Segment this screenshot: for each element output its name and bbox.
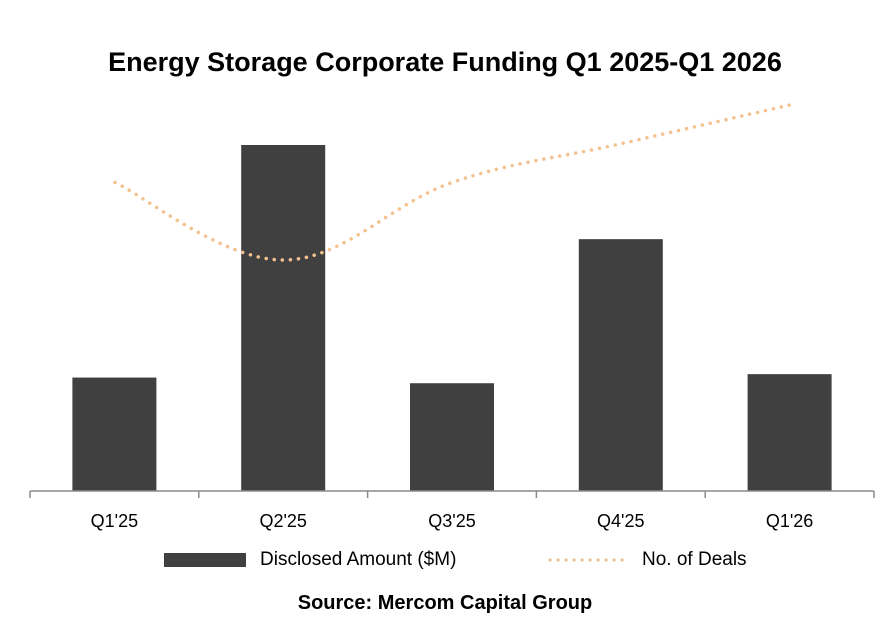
legend-swatch-bar: [164, 553, 246, 567]
bar-q125: [72, 377, 157, 491]
deals-line: [113, 103, 792, 262]
x-tick-labels: Q1'25 Q2'25 Q3'25 Q4'25 Q1'26: [91, 511, 814, 531]
x-tick-label: Q4'25: [597, 511, 644, 531]
x-axis: [29, 490, 875, 498]
source-note: Source: Mercom Capital Group: [297, 592, 593, 614]
bar-q425: [578, 239, 663, 491]
bar-q126: [747, 374, 832, 491]
x-tick-label: Q2'25: [259, 511, 306, 531]
x-tick-label: Q1'25: [91, 511, 138, 531]
legend-label-no-of-deals: No. of Deals: [642, 549, 747, 570]
legend-label-disclosed-amount: Disclosed Amount ($M): [260, 549, 457, 570]
chart-title: Energy Storage Corporate Funding Q1 2025…: [108, 47, 782, 77]
deals-line-layer: [113, 103, 792, 262]
bar-q225: [241, 145, 326, 491]
bar-q325: [410, 383, 494, 491]
x-tick-label: Q1'26: [766, 511, 813, 531]
legend-item-disclosed-amount: Disclosed Amount ($M): [164, 544, 456, 576]
legend-swatch-dotted-line: [546, 558, 628, 562]
legend-item-no-of-deals: No. of Deals: [546, 544, 747, 576]
x-tick-label: Q3'25: [428, 511, 475, 531]
legend: Disclosed Amount ($M) No. of Deals: [0, 544, 890, 576]
bars-layer: [72, 145, 832, 491]
